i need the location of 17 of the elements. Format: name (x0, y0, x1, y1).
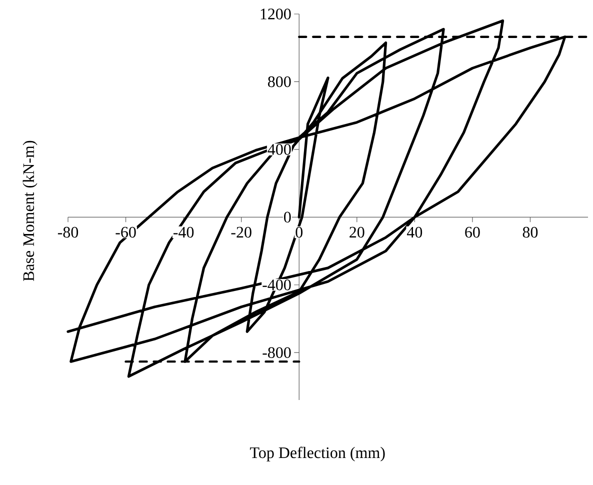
x-axis-title: Top Deflection (mm) (250, 446, 385, 462)
y-tick-label: -800 (262, 347, 291, 358)
x-tick-label: 60 (465, 226, 480, 238)
x-tick-label: 0 (296, 226, 303, 238)
y-tick-label: -400 (262, 279, 291, 290)
y-tick-label: 1200 (260, 8, 291, 20)
x-tick-label: -80 (58, 226, 78, 238)
x-tick-label: -40 (173, 226, 194, 238)
y-tick-label: 0 (284, 212, 291, 223)
x-tick-label: 80 (522, 226, 538, 238)
y-tick-label: 400 (268, 144, 291, 155)
y-tick-label: 800 (268, 76, 291, 88)
y-axis-title: Base Moment (kN-m) (22, 140, 38, 282)
x-tick-label: -60 (116, 226, 136, 238)
x-tick-label: 20 (350, 226, 364, 238)
x-tick-label: -20 (231, 226, 252, 238)
x-tick-label: 40 (406, 226, 422, 238)
